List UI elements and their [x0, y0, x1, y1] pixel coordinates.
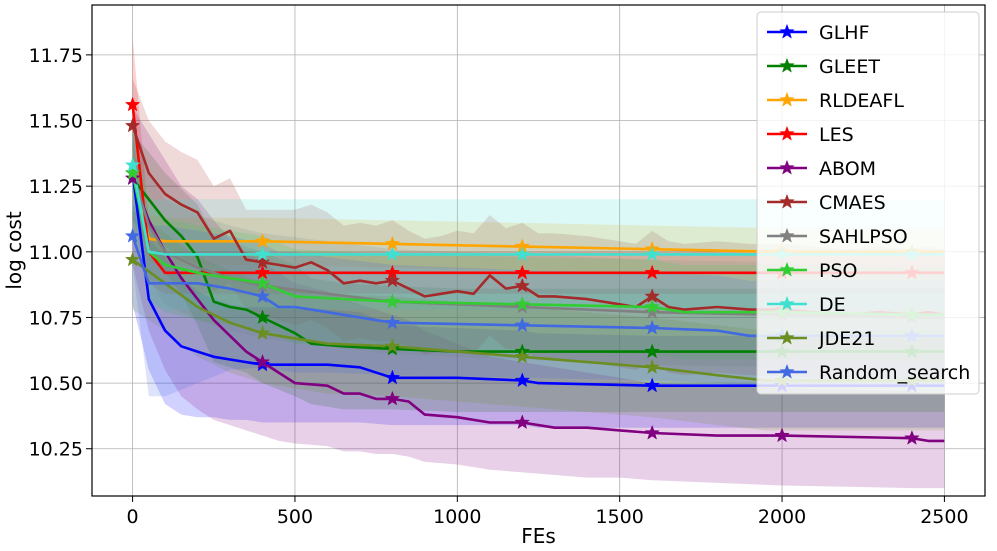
y-tick-label: 10.50	[29, 373, 83, 395]
data-point-marker	[384, 246, 401, 262]
data-point-marker	[904, 429, 920, 445]
data-point-marker	[254, 288, 271, 304]
data-point-marker	[514, 264, 531, 280]
legend-marker	[779, 295, 795, 311]
data-point-marker	[254, 233, 271, 249]
data-point-marker	[254, 246, 271, 262]
plot-frame	[91, 4, 986, 497]
legend-entry-label: DE	[819, 294, 846, 316]
data-point-marker	[254, 275, 271, 291]
x-tick-label: 2500	[920, 506, 968, 528]
x-tick-label: 500	[277, 506, 313, 528]
data-point-marker	[644, 359, 660, 375]
legend-marker	[779, 193, 795, 209]
data-point-marker	[514, 414, 531, 430]
data-point-marker	[384, 314, 401, 330]
legend-entry-label: PSO	[819, 260, 857, 282]
legend-entry-label: GLHF	[819, 22, 870, 44]
legend-entry-label: RLDEAFL	[819, 90, 904, 112]
x-axis-ticks: 0 500 1000 1500 2000 2500	[127, 496, 969, 528]
x-axis-label: FEs	[521, 524, 556, 548]
data-point-marker	[644, 377, 660, 393]
data-point-marker	[644, 298, 660, 314]
x-tick-label: 2000	[758, 506, 806, 528]
x-tick-label: 1500	[596, 506, 644, 528]
data-point-marker	[384, 338, 401, 354]
data-point-marker	[514, 317, 531, 333]
data-point-marker	[254, 309, 271, 325]
data-point-marker	[514, 246, 531, 262]
x-tick-label: 0	[127, 506, 139, 528]
legend-marker	[779, 261, 795, 277]
data-point-marker	[384, 390, 401, 406]
data-point-marker	[644, 343, 661, 359]
data-point-marker	[124, 170, 141, 186]
series-line-0	[131, 172, 945, 388]
legend-marker	[779, 227, 795, 243]
confidence-band-0	[132, 133, 945, 428]
confidence-band-1	[132, 133, 945, 412]
data-point-marker	[124, 227, 141, 243]
series-line-4	[131, 177, 945, 443]
data-point-marker	[124, 164, 141, 180]
legend-marker	[779, 91, 795, 107]
data-point-marker	[124, 117, 141, 133]
legend-entry-label: ABOM	[819, 158, 876, 180]
confidence-band-4	[132, 107, 945, 489]
legend-entry-label: Random_search	[819, 362, 970, 384]
confidence-bands	[132, 36, 945, 489]
data-point-marker	[384, 272, 401, 288]
legend-box	[756, 11, 980, 395]
data-point-marker	[644, 424, 661, 440]
y-axis-ticks: 10.25 10.50 10.75 11.00 11.25 11.50 11.75	[29, 45, 92, 461]
data-point-marker	[514, 372, 531, 388]
data-point-marker	[514, 348, 531, 364]
data-point-marker	[124, 251, 141, 267]
data-point-marker	[384, 369, 401, 385]
confidence-band-9	[132, 209, 945, 431]
y-tick-label: 11.00	[29, 242, 83, 264]
legend-marker	[779, 329, 795, 345]
data-point-marker	[644, 303, 660, 319]
x-tick-label: 1000	[433, 506, 481, 528]
data-point-marker	[774, 427, 790, 443]
legend-entry-label: CMAES	[819, 192, 886, 214]
confidence-band-7	[132, 120, 945, 363]
confidence-band-6	[132, 120, 945, 370]
y-tick-label: 11.75	[29, 45, 83, 67]
data-point-marker	[644, 246, 660, 262]
confidence-band-8	[132, 131, 945, 310]
confidence-band-10	[132, 204, 945, 397]
data-point-marker	[254, 254, 271, 270]
y-tick-label: 11.50	[29, 111, 83, 133]
legend-entry-label: JDE21	[818, 328, 875, 350]
legend-marker	[779, 23, 795, 39]
y-tick-label: 10.25	[29, 439, 83, 461]
legend-entry-label: GLEET	[819, 56, 880, 78]
data-point-marker	[644, 264, 660, 280]
legend-entry-label: LES	[819, 124, 854, 146]
legend-marker	[779, 125, 795, 141]
data-point-marker	[254, 324, 271, 340]
legend-entry-label: SAHLPSO	[819, 226, 908, 248]
confidence-band-5	[132, 78, 945, 381]
y-tick-label: 10.75	[29, 307, 83, 329]
legend-marker	[779, 363, 795, 379]
data-point-marker	[514, 277, 531, 293]
legend-marker	[779, 159, 795, 175]
data-point-marker	[254, 353, 271, 369]
data-point-marker	[644, 319, 660, 335]
data-point-marker	[514, 296, 531, 312]
legend: GLHF GLEET RLDEAFL LES ABOM CMAES SAHLPSO PSO DE…	[756, 11, 980, 395]
legend-marker	[779, 57, 795, 73]
y-axis-label: log cost	[2, 211, 26, 289]
data-point-marker	[124, 96, 141, 112]
y-tick-label: 11.25	[29, 176, 83, 198]
data-point-marker	[384, 293, 401, 309]
data-point-marker	[124, 156, 141, 172]
